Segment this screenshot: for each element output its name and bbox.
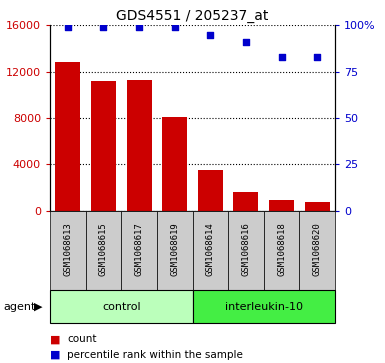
Bar <box>127 80 152 211</box>
Bar <box>228 211 264 290</box>
Text: ■: ■ <box>50 334 60 344</box>
Text: ▶: ▶ <box>34 302 42 312</box>
Text: GSM1068618: GSM1068618 <box>277 222 286 276</box>
Point <box>172 24 178 30</box>
Text: control: control <box>102 302 141 312</box>
Bar <box>198 170 223 211</box>
Text: GSM1068615: GSM1068615 <box>99 222 108 276</box>
Point <box>65 24 71 30</box>
Text: ■: ■ <box>50 350 60 360</box>
Text: GSM1068617: GSM1068617 <box>135 222 144 276</box>
Bar <box>233 192 258 211</box>
Title: GDS4551 / 205237_at: GDS4551 / 205237_at <box>116 9 269 23</box>
Bar <box>162 117 187 211</box>
Point <box>100 24 107 30</box>
Text: count: count <box>67 334 97 344</box>
Bar <box>300 211 335 290</box>
Text: GSM1068619: GSM1068619 <box>170 222 179 276</box>
Bar <box>269 200 294 211</box>
Bar <box>305 203 330 211</box>
Bar <box>91 81 116 211</box>
Text: GSM1068616: GSM1068616 <box>241 222 250 276</box>
Point <box>314 54 320 60</box>
Bar <box>264 211 300 290</box>
Bar <box>85 211 121 290</box>
Bar <box>55 62 80 211</box>
Text: GSM1068614: GSM1068614 <box>206 222 215 276</box>
Point <box>207 32 213 38</box>
Bar <box>121 211 157 290</box>
Bar <box>157 211 192 290</box>
Point <box>278 54 285 60</box>
Bar <box>192 211 228 290</box>
Text: agent: agent <box>4 302 36 312</box>
Text: percentile rank within the sample: percentile rank within the sample <box>67 350 243 360</box>
Bar <box>50 211 85 290</box>
Bar <box>192 290 335 323</box>
Point <box>243 39 249 45</box>
Text: interleukin-10: interleukin-10 <box>225 302 303 312</box>
Text: GSM1068620: GSM1068620 <box>313 222 321 276</box>
Text: GSM1068613: GSM1068613 <box>64 222 72 276</box>
Point <box>136 24 142 30</box>
Bar <box>50 290 192 323</box>
